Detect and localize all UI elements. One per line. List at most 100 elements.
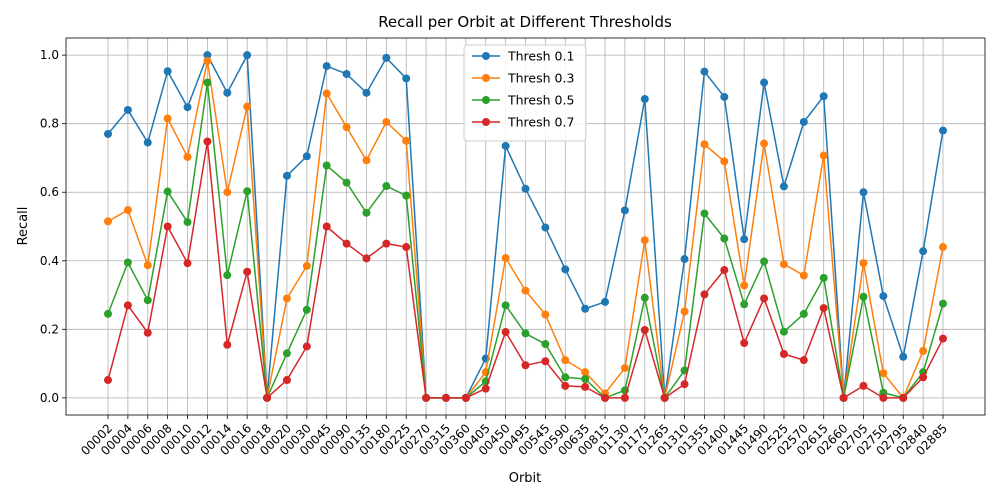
data-point [123,258,132,267]
data-point [541,223,550,232]
data-point [402,243,411,252]
data-point [243,51,252,60]
data-point [243,102,252,111]
data-point [143,138,152,147]
data-point [779,327,788,336]
data-point [720,266,729,275]
legend-label: Thresh 0.1 [507,49,574,64]
data-point [123,105,132,114]
data-point [899,352,908,361]
data-point [382,117,391,126]
legend-label: Thresh 0.3 [507,71,574,86]
legend-label: Thresh 0.7 [507,115,574,130]
data-point [302,152,311,161]
data-point [362,88,371,97]
data-point [859,259,868,268]
data-point [581,304,590,313]
data-point [919,346,928,355]
data-point [163,187,172,196]
y-tick-label: 0.2 [40,322,59,336]
data-point [481,384,490,393]
data-point [302,261,311,270]
data-point [541,340,550,349]
y-tick-label: 0.6 [40,185,59,199]
data-point [282,349,291,358]
data-point [223,188,232,197]
data-point [422,393,431,402]
data-point [740,300,749,309]
data-point [760,78,769,87]
data-point [223,340,232,349]
data-point [441,393,450,402]
data-point [859,381,868,390]
data-point [760,257,769,266]
data-point [282,171,291,180]
data-point [183,152,192,161]
data-point [620,393,629,402]
data-point [740,235,749,244]
legend-box [463,44,587,142]
data-point [302,342,311,351]
data-point [501,254,510,263]
data-point [322,89,331,98]
data-point [183,103,192,112]
data-point [521,329,530,338]
y-tick-label: 0.0 [40,391,59,405]
data-point [859,292,868,301]
data-point [104,309,112,318]
data-point [183,218,192,227]
data-point [799,309,808,318]
data-point [561,356,570,365]
legend-marker [482,96,490,104]
data-point [104,217,112,226]
legend-marker [482,74,490,82]
data-point [223,271,232,280]
data-point [163,114,172,123]
data-point [640,293,649,302]
data-point [203,78,212,87]
data-point [680,307,689,316]
x-axis-title: Orbit [509,471,542,486]
data-point [461,393,470,402]
data-point [322,161,331,170]
series-thresh-0-7 [104,137,947,402]
data-point [819,151,828,160]
legend-item: Thresh 0.7 [472,115,574,130]
data-point [819,304,828,313]
data-point [382,182,391,191]
data-point [799,117,808,126]
data-point [282,376,291,385]
data-point [123,301,132,310]
data-point [581,382,590,391]
data-point [203,56,212,65]
data-point [203,51,212,60]
data-point [640,236,649,245]
data-point [700,209,709,218]
y-axis-title: Recall [16,207,31,246]
data-point [362,208,371,217]
data-point [720,92,729,101]
data-point [243,187,252,196]
data-point [779,349,788,358]
data-point [104,376,112,385]
data-point [143,296,152,305]
data-point [620,364,629,373]
legend-item: Thresh 0.1 [472,49,574,64]
data-point [700,67,709,76]
data-point [143,328,152,337]
data-point [819,273,828,282]
data-point [779,182,788,191]
data-point [382,239,391,248]
data-point [879,292,888,301]
data-point [521,361,530,370]
y-tick-label: 0.8 [40,117,59,131]
legend-marker [482,52,490,60]
legend-marker [482,118,490,126]
data-point [104,129,112,138]
data-point [163,222,172,231]
legend-item: Thresh 0.5 [472,93,574,108]
y-tick-label: 0.4 [40,254,59,268]
data-point [561,381,570,390]
data-point [263,393,272,402]
